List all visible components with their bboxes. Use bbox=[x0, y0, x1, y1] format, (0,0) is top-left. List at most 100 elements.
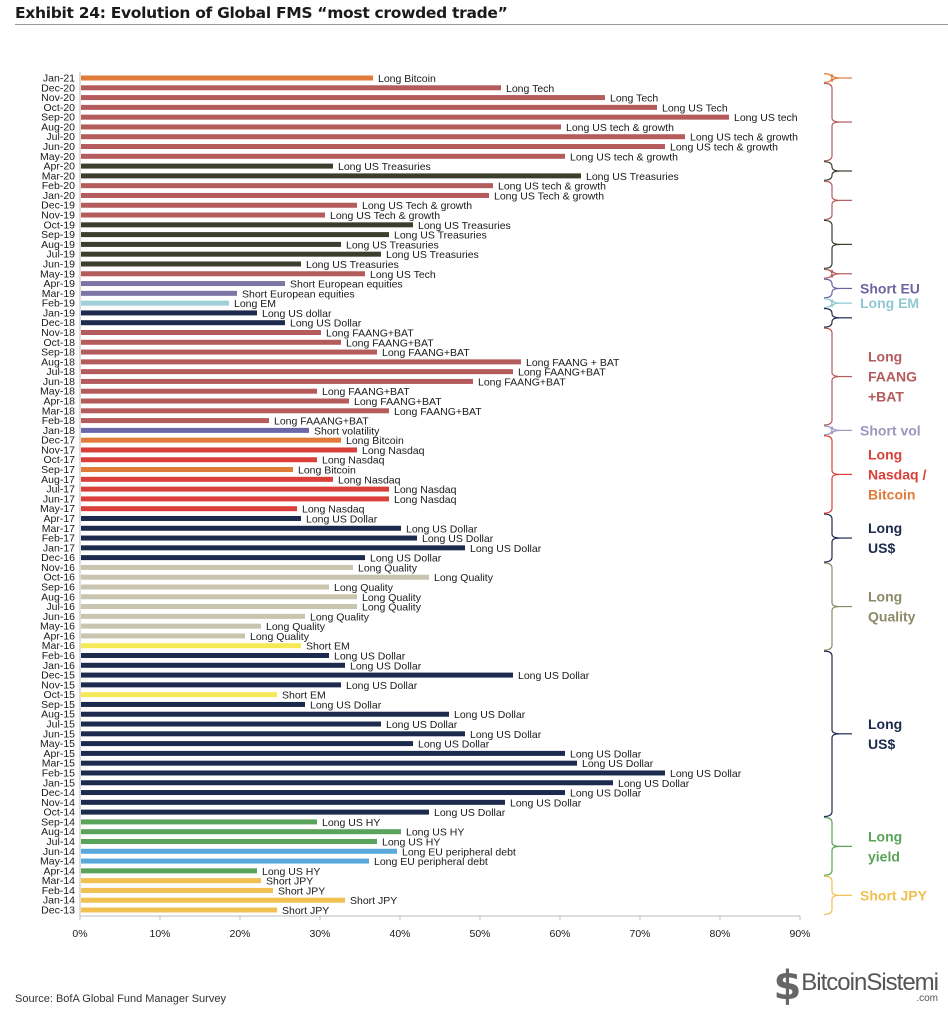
bar-label: Long Nasdaq bbox=[338, 474, 401, 486]
watermark-name: BitcoinSistemi bbox=[801, 968, 939, 996]
category-label: Sep-20 bbox=[41, 112, 75, 124]
bar bbox=[81, 104, 657, 110]
bar bbox=[81, 467, 293, 473]
bar bbox=[81, 613, 305, 619]
category-label: Sep-14 bbox=[41, 816, 75, 828]
bar-label: Long US Treasuries bbox=[338, 161, 431, 173]
bar bbox=[81, 310, 257, 316]
bar-label: Long US Dollar bbox=[570, 788, 642, 800]
x-tick-label: 50% bbox=[469, 928, 490, 940]
category-label: Nov-14 bbox=[41, 797, 75, 809]
category-label: Nov-17 bbox=[41, 444, 75, 456]
bar-label: Short JPY bbox=[278, 885, 325, 897]
category-label: Mar-16 bbox=[42, 640, 75, 652]
bar bbox=[81, 555, 365, 561]
bar-label: Long US Dollar bbox=[470, 543, 542, 555]
bar-label: Long US Treasuries bbox=[418, 220, 511, 232]
category-label: Dec-14 bbox=[41, 787, 75, 799]
bar bbox=[81, 535, 417, 541]
bar-label: Long US Dollar bbox=[582, 758, 654, 770]
bracket-label-line: Quality bbox=[868, 609, 916, 625]
category-label: Feb-17 bbox=[42, 533, 75, 545]
bar bbox=[81, 838, 377, 844]
bar-label: Long FAANG+BAT bbox=[382, 347, 470, 359]
bracket-label-line: Bitcoin bbox=[868, 486, 915, 502]
category-label: Dec-17 bbox=[41, 435, 75, 447]
category-label: Mar-20 bbox=[42, 170, 75, 182]
watermark: $ BitcoinSistemi .com bbox=[773, 966, 939, 1006]
bar-label: Long Bitcoin bbox=[346, 435, 404, 447]
category-label: Jun-15 bbox=[43, 728, 75, 740]
bar bbox=[81, 134, 685, 140]
bar bbox=[81, 124, 561, 130]
bar-label: Long US Dollar bbox=[370, 553, 442, 565]
category-label: May-16 bbox=[40, 621, 75, 633]
bar-label: Long EU peripheral debt bbox=[402, 846, 516, 858]
x-tick-label: 30% bbox=[309, 928, 330, 940]
bar-label: Long US Dollar bbox=[434, 807, 506, 819]
bar-label: Long FAANG+BAT bbox=[518, 367, 606, 379]
bar-label: Long US Dollar bbox=[618, 778, 690, 790]
bracket-label-line: Short vol bbox=[860, 422, 921, 438]
bracket-label-line: Long bbox=[868, 520, 902, 536]
category-label: Aug-14 bbox=[41, 826, 75, 838]
bar-label: Long US Dollar bbox=[406, 523, 478, 535]
bar-label: Short European equities bbox=[242, 288, 355, 300]
bar-label: Long US Treasuries bbox=[394, 230, 487, 242]
bar bbox=[81, 408, 389, 414]
bracket-label: Short vol bbox=[860, 422, 921, 438]
bar bbox=[81, 369, 513, 375]
bar bbox=[81, 349, 377, 355]
bar bbox=[81, 251, 381, 257]
bar-label: Long Quality bbox=[358, 562, 418, 574]
bar bbox=[81, 750, 565, 756]
bar-label: Long US Tech bbox=[662, 102, 728, 114]
bar bbox=[81, 868, 257, 874]
bar bbox=[81, 476, 333, 482]
bracket-label: Short EU bbox=[860, 280, 920, 296]
category-label: Feb-20 bbox=[42, 180, 75, 192]
bar-label: Long US HY bbox=[262, 866, 320, 878]
category-label: Sep-15 bbox=[41, 699, 75, 711]
bar-label: Long US tech bbox=[734, 112, 798, 124]
category-label: Jul-20 bbox=[46, 131, 75, 143]
bar-label: Long US Dollar bbox=[570, 748, 642, 760]
bracket-label: Long US$ bbox=[868, 520, 902, 556]
bar bbox=[81, 692, 277, 698]
category-label: May-14 bbox=[40, 856, 75, 868]
bracket bbox=[823, 875, 841, 916]
bar-label: Long Bitcoin bbox=[378, 73, 436, 85]
bar-label: Short JPY bbox=[266, 876, 313, 888]
bar bbox=[81, 398, 349, 404]
bar bbox=[81, 261, 301, 267]
bar bbox=[81, 437, 341, 443]
bracket-label-line: +BAT bbox=[868, 389, 904, 405]
category-label: Nov-19 bbox=[41, 210, 75, 222]
bar bbox=[81, 672, 513, 678]
bar bbox=[81, 858, 369, 864]
bar-label: Long Quality bbox=[334, 582, 394, 594]
bracket-label-line: Long bbox=[868, 589, 902, 605]
category-label: May-19 bbox=[40, 268, 75, 280]
bar-label: Long Quality bbox=[362, 592, 422, 604]
bar-label: Short volatility bbox=[314, 425, 380, 437]
bar-label: Long US Dollar bbox=[510, 797, 582, 809]
bar bbox=[81, 819, 317, 825]
bar bbox=[81, 907, 277, 913]
bar-label: Long US tech & growth bbox=[690, 132, 798, 144]
category-label: Jul-17 bbox=[46, 484, 75, 496]
bar-label: Long US Treasuries bbox=[586, 171, 679, 183]
bracket-label-line: Short EU bbox=[860, 280, 920, 296]
x-tick-label: 80% bbox=[709, 928, 730, 940]
bar bbox=[81, 300, 229, 306]
bracket bbox=[823, 278, 841, 299]
bar-label: Long US HY bbox=[406, 827, 464, 839]
category-label: Jul-14 bbox=[46, 836, 75, 848]
bar bbox=[81, 887, 273, 893]
category-label: Jul-15 bbox=[46, 719, 75, 731]
bar bbox=[81, 192, 489, 198]
bar-label: Long US tech & growth bbox=[498, 181, 606, 193]
watermark-domain: .com bbox=[916, 992, 938, 1004]
category-label: Aug-18 bbox=[41, 356, 75, 368]
